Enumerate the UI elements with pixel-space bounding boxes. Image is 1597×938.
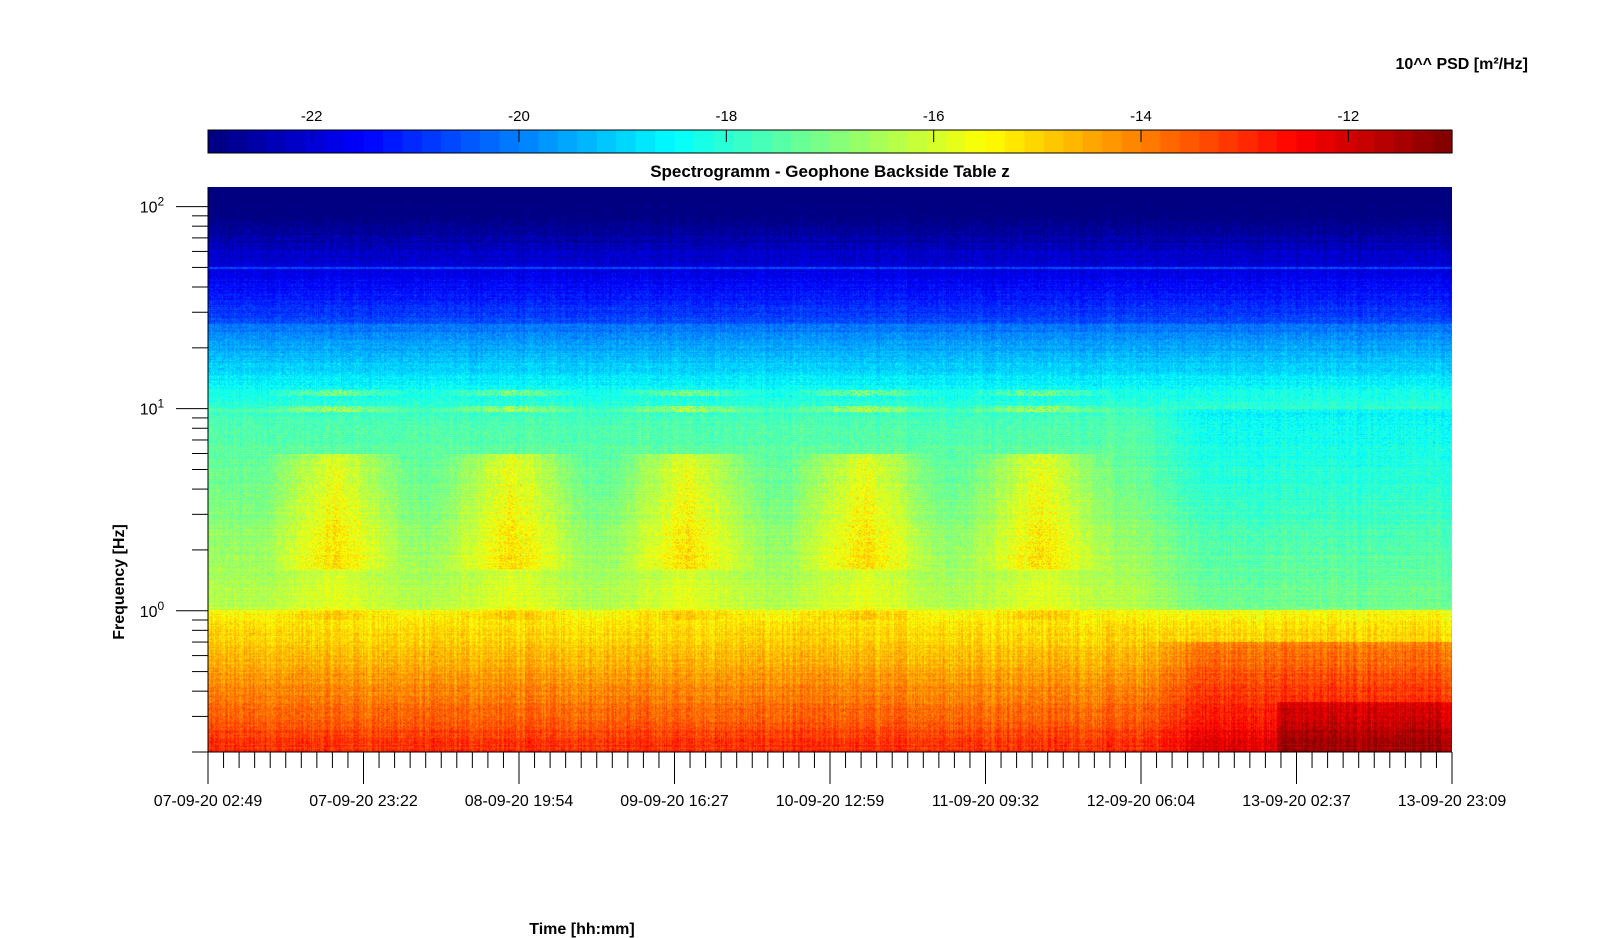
colorbar-cell xyxy=(946,130,967,153)
spectrogram-heatmap xyxy=(208,187,1452,752)
x-tick-label: 09-09-20 16:27 xyxy=(620,793,729,810)
colorbar-cell xyxy=(208,130,229,153)
colorbar-cell xyxy=(1141,130,1162,153)
colorbar-cell xyxy=(557,130,578,153)
colorbar-cell xyxy=(616,130,637,153)
colorbar-cell xyxy=(927,130,948,153)
colorbar-tick-label: -12 xyxy=(1337,108,1359,125)
colorbar-tick-label: -22 xyxy=(301,108,323,125)
y-tick-label: 102 xyxy=(140,195,165,217)
colorbar-cell xyxy=(888,130,909,153)
colorbar-cell xyxy=(1374,130,1395,153)
colorbar-cell xyxy=(1277,130,1298,153)
colorbar-cell xyxy=(460,130,481,153)
colorbar-cell xyxy=(1063,130,1084,153)
colorbar-cell xyxy=(674,130,695,153)
colorbar-cell xyxy=(752,130,773,153)
colorbar-cell xyxy=(480,130,501,153)
colorbar-tick-label: -14 xyxy=(1130,108,1152,125)
colorbar-cell xyxy=(1199,130,1220,153)
colorbar-cell xyxy=(519,130,540,153)
x-tick-label: 08-09-20 19:54 xyxy=(465,793,574,810)
colorbar-cell xyxy=(810,130,831,153)
colorbar-title: 10^^ PSD [m²/Hz] xyxy=(1396,56,1528,73)
x-tick-label: 07-09-20 23:22 xyxy=(309,793,418,810)
colorbar-cell xyxy=(732,130,753,153)
x-tick-label: 12-09-20 06:04 xyxy=(1087,793,1196,810)
colorbar-tick-label: -16 xyxy=(923,108,945,125)
colorbar-cell xyxy=(1393,130,1414,153)
colorbar-cell xyxy=(635,130,656,153)
y-tick-label: 101 xyxy=(140,397,165,419)
colorbar-ticks: -22 -20 -18 -16 -14 -12 xyxy=(301,108,1359,142)
colorbar-cell xyxy=(538,130,559,153)
y-tick-label: 100 xyxy=(140,599,165,621)
colorbar-cell xyxy=(1043,130,1064,153)
colorbar-cell xyxy=(830,130,851,153)
colorbar-cell xyxy=(868,130,889,153)
colorbar-cell xyxy=(363,130,384,153)
x-tick-label: 07-09-20 02:49 xyxy=(154,793,263,810)
colorbar-cell xyxy=(1218,130,1239,153)
colorbar-cell xyxy=(246,130,267,153)
colorbar-cell xyxy=(402,130,423,153)
colorbar-cell xyxy=(441,130,462,153)
colorbar-cell xyxy=(1102,130,1123,153)
colorbar-cell xyxy=(1413,130,1434,153)
colorbar-cell xyxy=(227,130,248,153)
y-axis-title: Frequency [Hz] xyxy=(111,524,128,640)
colorbar-cell xyxy=(1082,130,1103,153)
colorbar-cell xyxy=(1257,130,1278,153)
x-axis-title: Time [hh:mm] xyxy=(529,921,634,938)
colorbar-cell xyxy=(655,130,676,153)
colorbar-cell xyxy=(1024,130,1045,153)
colorbar-cell xyxy=(285,130,306,153)
colorbar-cell xyxy=(596,130,617,153)
colorbar-cell xyxy=(499,130,520,153)
x-tick-label: 13-09-20 23:09 xyxy=(1398,793,1507,810)
colorbar-cell xyxy=(1315,130,1336,153)
x-tick-label: 10-09-20 12:59 xyxy=(776,793,885,810)
spectrogram-image-holder xyxy=(208,187,1452,752)
colorbar-cell xyxy=(266,130,287,153)
x-axis: 07-09-20 02:49 07-09-20 23:22 08-09-20 19:… xyxy=(154,751,1507,810)
x-tick-label: 11-09-20 09:32 xyxy=(932,793,1039,810)
colorbar-cell xyxy=(382,130,403,153)
colorbar-cell xyxy=(1335,130,1356,153)
colorbar-cell xyxy=(1238,130,1259,153)
colorbar-cell xyxy=(1432,130,1453,153)
colorbar-tick-label: -20 xyxy=(508,108,530,125)
x-tick-label: 13-09-20 02:37 xyxy=(1242,793,1351,810)
colorbar-cell xyxy=(907,130,928,153)
colorbar-cell xyxy=(305,130,326,153)
colorbar-cell xyxy=(1160,130,1181,153)
chart-title: Spectrogramm - Geophone Backside Table z xyxy=(650,162,1010,181)
colorbar-cell xyxy=(771,130,792,153)
colorbar-cell xyxy=(791,130,812,153)
colorbar-cell xyxy=(344,130,365,153)
colorbar-cell xyxy=(693,130,714,153)
colorbar-cell xyxy=(421,130,442,153)
colorbar-frame xyxy=(207,129,1453,154)
colorbar-cell xyxy=(713,130,734,153)
colorbar-cell xyxy=(849,130,870,153)
colorbar-cell xyxy=(966,130,987,153)
colorbar-cell xyxy=(1121,130,1142,153)
colorbar-cell xyxy=(1354,130,1375,153)
colorbar-cell xyxy=(1296,130,1317,153)
colorbar-tick-label: -18 xyxy=(715,108,737,125)
colorbar-cell xyxy=(1004,130,1025,153)
colorbar-gradient xyxy=(208,130,1453,153)
colorbar-cell xyxy=(1179,130,1200,153)
colorbar-cell xyxy=(985,130,1006,153)
colorbar-cell xyxy=(324,130,345,153)
y-axis: 100 101 102 xyxy=(140,187,209,753)
colorbar: 10^^ PSD [m²/Hz] -22 -20 -18 -16 -14 -12 xyxy=(207,56,1528,154)
colorbar-cell xyxy=(577,130,598,153)
